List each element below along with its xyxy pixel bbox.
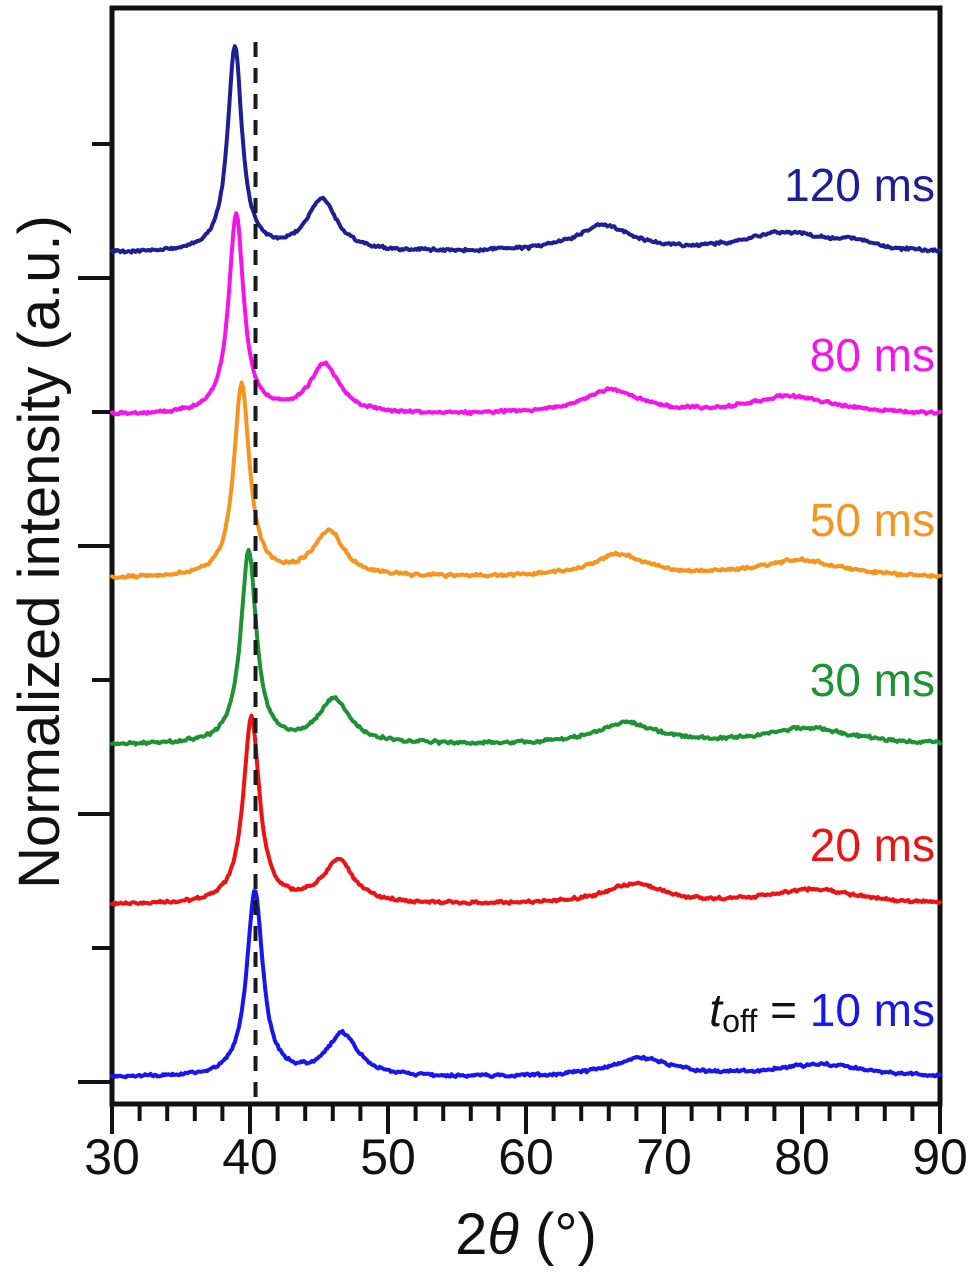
trace-120-ms	[110, 44, 942, 255]
curve-label-30ms: 30 ms	[809, 654, 935, 706]
curve-label-20ms: 20 ms	[809, 819, 935, 871]
x-tick-label-50: 50	[360, 1129, 416, 1185]
curve-label-10ms: toff = 10 ms	[709, 987, 935, 1037]
toff-prefix: toff =	[709, 984, 810, 1039]
trace-50-ms	[110, 380, 942, 581]
x-tick-label-30: 30	[84, 1129, 140, 1185]
x-tick-label-80: 80	[774, 1129, 830, 1185]
curve-label-80ms: 80 ms	[809, 329, 935, 381]
toff-sub: off	[722, 1002, 758, 1039]
toff-value: 10 ms	[809, 984, 935, 1036]
x-tick-label-60: 60	[498, 1129, 554, 1185]
toff-equals: =	[757, 984, 810, 1036]
x-axis-label-post: (°)	[518, 1202, 597, 1267]
x-tick-label-70: 70	[636, 1129, 692, 1185]
trace-10-ms	[110, 889, 942, 1080]
curve-label-50ms: 50 ms	[809, 494, 935, 546]
x-axis-label-pre: 2	[455, 1202, 488, 1267]
y-axis-label: Normalized intensity (a.u.)	[7, 215, 72, 889]
x-axis-label: 2θ (°)	[455, 1206, 597, 1264]
x-tick-label-40: 40	[222, 1129, 278, 1185]
trace-30-ms	[110, 547, 942, 747]
theta-symbol: θ	[487, 1202, 519, 1267]
x-tick-label-90: 90	[912, 1129, 968, 1185]
trace-80-ms	[110, 211, 942, 417]
trace-20-ms	[110, 713, 942, 907]
toff-t: t	[709, 984, 723, 1036]
curve-label-120ms: 120 ms	[784, 159, 935, 211]
